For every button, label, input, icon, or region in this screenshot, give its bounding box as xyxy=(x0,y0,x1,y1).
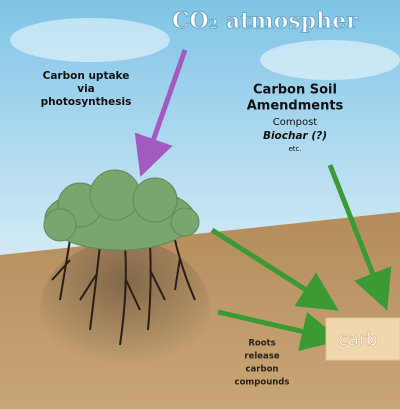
roots-line: compounds xyxy=(235,378,290,388)
root xyxy=(51,239,71,301)
uptake-line: Carbon uptake xyxy=(43,70,130,82)
soil-box-label: carb xyxy=(338,329,378,350)
soil-arrow xyxy=(210,227,339,311)
uptake-line: photosynthesis xyxy=(41,96,132,108)
soil-box xyxy=(325,317,400,361)
roots xyxy=(51,239,196,346)
roots-arrow xyxy=(217,309,342,351)
amendments-label: Carbon Soil Amendments Compost Biochar (… xyxy=(247,83,344,154)
roots-line: carbon xyxy=(246,365,279,375)
roots-line: Roots xyxy=(248,339,275,349)
uptake-line: via xyxy=(77,83,95,95)
cloud xyxy=(260,40,400,80)
amendments-title: Carbon Soil xyxy=(253,83,337,98)
roots-line: release xyxy=(244,352,279,362)
amendment-item: Biochar (?) xyxy=(263,130,327,142)
uptake-arrow xyxy=(134,49,188,177)
amendments-title: Amendments xyxy=(247,99,344,114)
root xyxy=(174,239,196,301)
sky-title: CO₂ atmospher xyxy=(172,8,358,34)
root xyxy=(79,244,101,331)
cloud xyxy=(10,18,170,62)
roots-label: Roots release carbon compounds xyxy=(235,339,290,388)
root xyxy=(119,244,141,346)
amendment-item: etc. xyxy=(288,145,301,153)
root xyxy=(147,244,166,331)
uptake-label: Carbon uptake via photosynthesis xyxy=(41,70,132,108)
amendment-arrow xyxy=(327,164,392,311)
amendment-item: Compost xyxy=(273,117,318,128)
bush xyxy=(43,169,200,251)
